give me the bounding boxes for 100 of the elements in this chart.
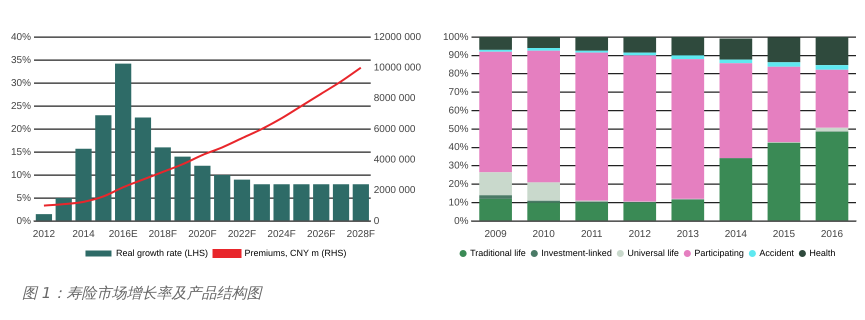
- bar: [575, 52, 608, 201]
- bar: [623, 52, 656, 56]
- x-tick-label: 2010: [532, 228, 556, 240]
- bar: [56, 198, 72, 220]
- bar: [816, 65, 848, 70]
- bar: [174, 156, 191, 220]
- bar: [575, 37, 608, 51]
- bar: [623, 55, 656, 202]
- legend-label: Premiums, CNY m (RHS): [244, 248, 346, 258]
- y-tick-label: 80%: [448, 68, 469, 80]
- x-tick-label: 2013: [676, 228, 700, 240]
- x-tick-label: 2014: [72, 228, 96, 240]
- y-tick-label: 10%: [448, 197, 469, 208]
- y-tick-label: 40%: [11, 32, 32, 43]
- legend-label: Participating: [694, 248, 744, 258]
- bar: [36, 214, 52, 220]
- y2-tick-label: 0: [374, 216, 380, 227]
- y-tick-label: 60%: [448, 105, 469, 116]
- y-tick-label: 90%: [448, 50, 469, 62]
- x-tick-label: 2020F: [188, 228, 217, 240]
- legend-label: Traditional life: [470, 248, 526, 258]
- x-tick-label: 2016E: [108, 228, 138, 240]
- bar: [313, 184, 330, 220]
- bar: [816, 70, 848, 128]
- bar: [479, 198, 512, 220]
- bar: [254, 184, 270, 220]
- bar: [479, 52, 512, 172]
- bar: [527, 50, 560, 182]
- x-tick-label: 2012: [628, 228, 652, 240]
- y-tick-label: 30%: [448, 160, 469, 172]
- bar: [115, 64, 132, 220]
- y2-tick-label: 8000 000: [374, 93, 416, 104]
- legend-label: Real growth rate (LHS): [116, 248, 208, 258]
- y-tick-label: 20%: [11, 124, 32, 135]
- y2-tick-label: 6000 000: [374, 124, 416, 135]
- x-tick-label: 2012: [32, 228, 56, 240]
- caption: 图 1：寿险市场增长率及产品结构图: [22, 284, 262, 303]
- y-tick-label: 25%: [11, 100, 32, 112]
- bar: [332, 184, 350, 220]
- x-tick-label: 2011: [580, 228, 603, 240]
- y-tick-label: 50%: [448, 124, 469, 135]
- bar: [352, 184, 369, 220]
- bar: [671, 55, 704, 60]
- y2-tick-label: 10000 000: [374, 62, 422, 74]
- y-tick-label: 10%: [11, 170, 32, 181]
- y-tick-label: 5%: [16, 192, 32, 204]
- bar: [273, 184, 290, 220]
- bar: [194, 166, 210, 220]
- bar: [527, 182, 560, 201]
- bar: [671, 200, 704, 220]
- bar: [527, 37, 560, 48]
- x-tick-label: 2018F: [148, 228, 177, 240]
- bar: [671, 37, 704, 56]
- bar: [527, 202, 560, 220]
- y-tick-label: 30%: [11, 78, 32, 89]
- bar: [479, 195, 512, 199]
- x-tick-label: 2026F: [307, 228, 336, 240]
- bar: [768, 142, 800, 220]
- y2-tick-label: 12000 000: [374, 32, 422, 43]
- bar: [95, 115, 112, 220]
- x-tick-label: 2022F: [228, 228, 256, 240]
- bar: [720, 158, 752, 220]
- x-tick-label: 2028F: [346, 228, 376, 240]
- bar: [479, 172, 512, 196]
- bar: [134, 118, 152, 220]
- y-tick-label: 15%: [11, 146, 32, 158]
- bar: [816, 128, 848, 132]
- y-tick-label: 70%: [448, 86, 469, 98]
- y-tick-label: 0%: [16, 216, 32, 227]
- y-tick-label: 40%: [448, 142, 469, 154]
- x-tick-label: 2024F: [267, 228, 296, 240]
- bar: [720, 38, 752, 60]
- bar: [575, 202, 608, 220]
- bar: [623, 202, 656, 220]
- bar: [768, 62, 800, 67]
- bar: [720, 63, 752, 158]
- x-tick-label: 2016: [820, 228, 844, 240]
- bar: [720, 60, 752, 64]
- bar: [479, 37, 512, 50]
- x-tick-label: 2015: [772, 228, 796, 240]
- bar: [816, 37, 848, 66]
- bar: [816, 132, 848, 220]
- bar: [671, 59, 704, 199]
- y2-tick-label: 4000 000: [374, 154, 416, 166]
- bar: [768, 66, 800, 142]
- bar: [623, 37, 656, 53]
- legend-label: Accident: [759, 248, 794, 258]
- legend-label: Health: [809, 248, 836, 258]
- y-tick-label: 0%: [454, 216, 469, 227]
- bar: [527, 48, 560, 51]
- x-tick-label: 2014: [724, 228, 748, 240]
- bar: [214, 175, 230, 220]
- line-series: [42, 66, 362, 207]
- y-tick-label: 20%: [448, 178, 469, 190]
- bar: [75, 148, 92, 220]
- y-tick-label: 35%: [11, 54, 32, 66]
- bar: [234, 180, 250, 220]
- y-tick-label: 100%: [443, 32, 469, 43]
- x-tick-label: 2009: [484, 228, 508, 240]
- legend-label: Investment-linked: [541, 248, 612, 258]
